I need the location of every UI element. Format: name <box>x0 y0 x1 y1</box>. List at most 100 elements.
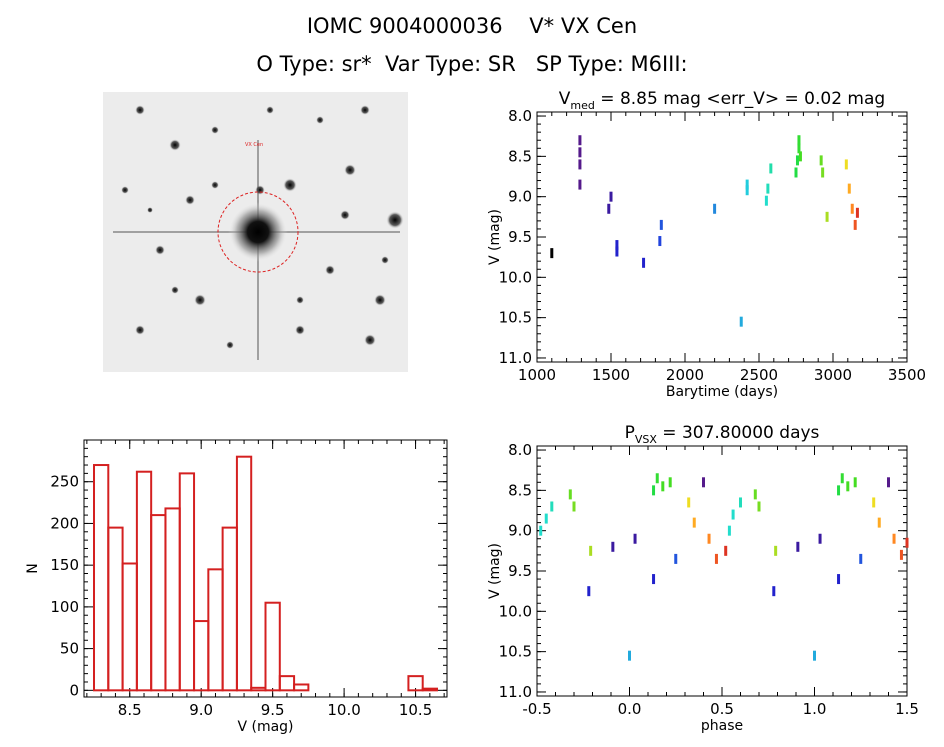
target-label: VX Cen <box>245 142 263 148</box>
data-point <box>578 179 582 190</box>
data-point <box>550 501 554 512</box>
histogram-bar <box>193 620 210 692</box>
field-star <box>381 256 389 264</box>
data-point <box>819 155 823 166</box>
data-point <box>813 650 816 661</box>
data-point <box>798 151 802 162</box>
data-point <box>652 485 656 496</box>
x-tick-label: 9.5 <box>261 701 285 719</box>
x-tick-label: 2000 <box>666 366 704 384</box>
data-point <box>615 246 619 257</box>
data-point <box>818 533 822 544</box>
data-point <box>668 477 672 488</box>
data-point <box>687 497 691 508</box>
y-tick-label: 10.0 <box>499 268 532 286</box>
field-star <box>121 186 129 194</box>
data-point <box>769 163 773 174</box>
data-point <box>795 155 799 166</box>
field-star <box>266 106 274 114</box>
x-tick-label: 0.5 <box>710 700 734 718</box>
x-tick-label: 1.0 <box>803 700 827 718</box>
field-star <box>169 139 181 151</box>
plot-title: Vmed = 8.85 mag <err_V> = 0.02 mag <box>559 89 885 112</box>
data-point <box>655 473 659 484</box>
data-point <box>642 257 646 268</box>
histogram-bar <box>121 562 138 692</box>
data-point <box>609 191 613 202</box>
field-star <box>344 164 356 176</box>
data-point <box>652 574 656 585</box>
data-point <box>766 183 770 194</box>
x-tick-label: 10.0 <box>327 701 360 719</box>
data-point <box>872 497 876 508</box>
data-point <box>714 553 718 564</box>
y-tick-label: 8.0 <box>508 107 532 125</box>
field-star <box>155 245 165 255</box>
data-point <box>572 501 576 512</box>
data-point <box>724 545 728 556</box>
histogram-bar <box>221 526 238 692</box>
field-star <box>185 195 195 205</box>
y-tick-label: 8.0 <box>508 441 532 459</box>
x-tick-label: 3500 <box>888 366 926 384</box>
target-star <box>228 202 288 262</box>
field-star <box>147 207 153 213</box>
histogram-bar <box>93 464 110 692</box>
field-star <box>194 294 206 306</box>
y-tick-label: 8.5 <box>508 147 532 165</box>
histogram-bar <box>421 687 438 692</box>
data-point <box>544 513 548 524</box>
data-point <box>568 489 572 500</box>
data-point <box>659 219 663 230</box>
x-tick-label: 2500 <box>740 366 778 384</box>
histogram-bar <box>207 568 224 692</box>
x-axis-label: phase <box>701 718 743 734</box>
data-point <box>796 541 800 552</box>
y-tick-label: 200 <box>50 514 79 532</box>
y-axis-label: V (mag) <box>487 209 503 265</box>
field-star <box>283 178 297 192</box>
y-tick-label: 0 <box>69 681 79 699</box>
x-tick-label: 1.5 <box>895 700 919 718</box>
x-tick-label: 3000 <box>814 366 852 384</box>
light-curve-panel: 1000 1500 2000 2500 3000 3500 8.0 8.5 9.0 9.5 10.0… <box>487 89 926 400</box>
plot-frame <box>83 439 448 698</box>
field-star <box>364 334 376 346</box>
histogram-bar <box>178 472 196 692</box>
chart-subtitle: O Type: sr* Var Type: SR SP Type: M6III: <box>256 52 688 76</box>
x-tick-label: 1500 <box>592 366 630 384</box>
finder-chart-image: VX Cen <box>103 92 408 372</box>
data-point <box>772 586 776 597</box>
data-point <box>589 545 593 556</box>
field-star <box>171 286 179 294</box>
data-point <box>727 525 731 536</box>
field-star <box>255 185 265 195</box>
target-circle <box>217 191 299 273</box>
y-tick-label: 10.5 <box>499 643 532 661</box>
x-tick-label: 1000 <box>518 366 556 384</box>
data-point <box>692 517 696 528</box>
data-point <box>794 167 798 178</box>
data-point <box>757 501 761 512</box>
data-point <box>850 203 854 214</box>
data-point <box>837 485 841 496</box>
field-star <box>386 211 404 229</box>
y-tick-label: 9.5 <box>508 562 532 580</box>
data-point <box>578 159 582 170</box>
x-tick-label: 8.5 <box>118 701 142 719</box>
field-star <box>296 296 304 304</box>
histogram-panel: 8.5 9.0 9.5 10.0 10.5 0 50 100 150 200 250 V (mag) N <box>25 439 448 735</box>
data-point <box>753 489 757 500</box>
histogram-bar <box>278 675 296 692</box>
histogram-bar <box>150 514 167 692</box>
y-tick-label: 10.5 <box>499 309 532 327</box>
field-star <box>360 105 370 115</box>
data-point <box>578 135 582 146</box>
x-axis-label: Barytime (days) <box>666 384 778 400</box>
data-point <box>844 159 848 170</box>
y-tick-label: 250 <box>50 473 79 491</box>
y-tick-label: 10.0 <box>499 602 532 620</box>
data-point <box>821 167 825 178</box>
data-point <box>847 183 851 194</box>
